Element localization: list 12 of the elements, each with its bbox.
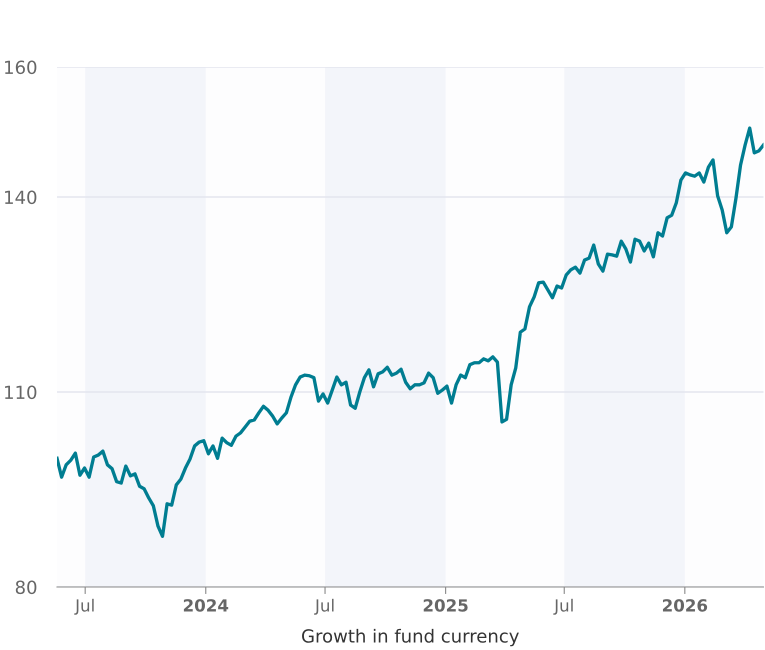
y-tick-label: 110: [5, 385, 36, 400]
x-tick-label: 2026: [662, 599, 708, 612]
x-axis-title: Growth in fund currency: [302, 628, 519, 646]
line-series: [57, 126, 764, 538]
y-tick-label: 140: [5, 190, 36, 204]
y-tick-label: 80: [16, 580, 36, 594]
x-tick-label: 2025: [424, 599, 468, 612]
x-tick-label: Jul: [74, 598, 94, 615]
y-tick-label: 160: [5, 60, 36, 74]
x-tick-label: Jul: [314, 598, 334, 615]
x-tick-label: Jul: [553, 598, 573, 615]
x-tick-label: 2024: [184, 599, 228, 612]
